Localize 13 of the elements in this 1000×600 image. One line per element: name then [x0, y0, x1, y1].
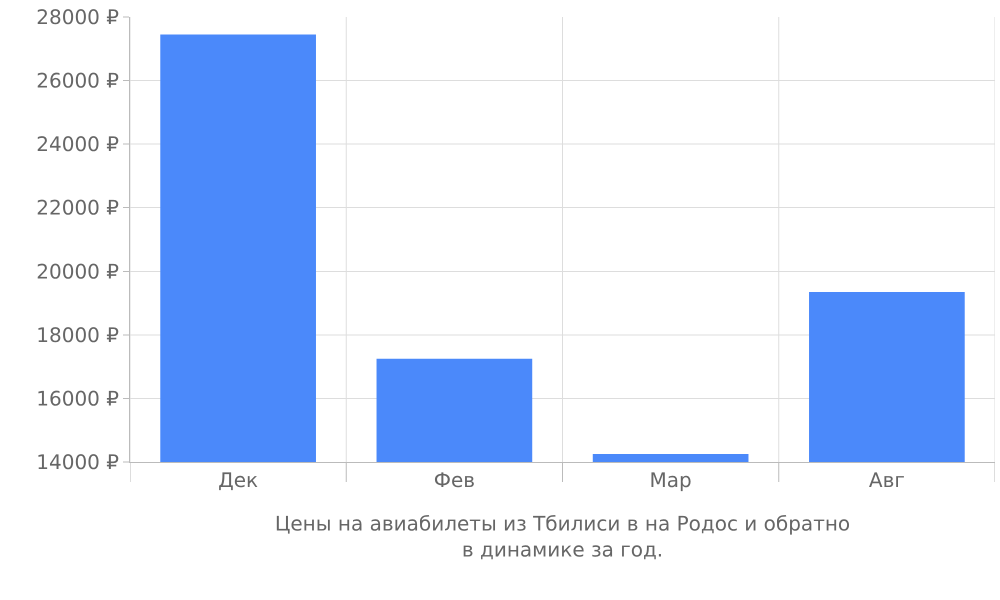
x-axis-title: Цены на авиабилеты из Тбилиси в на Родос и обратно в динамике за год. [274, 512, 850, 562]
x-tick-label: Мар [650, 468, 692, 492]
x-tick-label: Авг [868, 468, 905, 492]
y-tick-label: 16000 ₽ [36, 386, 120, 410]
y-tick-label: 28000 ₽ [36, 5, 120, 29]
y-tick-label: 18000 ₽ [36, 322, 120, 347]
y-tick-label: 26000 ₽ [36, 68, 120, 93]
x-tick-label: Дек [218, 468, 258, 492]
x-tick-label: Фев [434, 468, 476, 492]
y-tick-label: 24000 ₽ [36, 132, 120, 156]
y-tick-label: 20000 ₽ [36, 259, 120, 284]
y-tick-label: 14000 ₽ [36, 450, 120, 474]
y-tick-label: 22000 ₽ [36, 196, 120, 220]
